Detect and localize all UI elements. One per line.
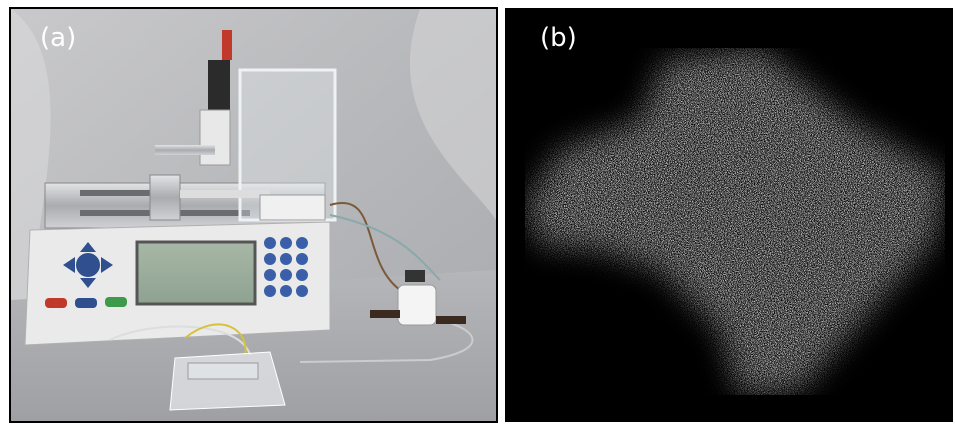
carriage	[150, 175, 180, 220]
key	[280, 269, 292, 281]
glass-slide	[170, 352, 285, 410]
key	[296, 269, 308, 281]
cable	[222, 30, 232, 60]
panel-label: (a)	[40, 23, 76, 53]
key	[264, 285, 276, 297]
valve-motor	[405, 270, 425, 282]
valve-fitting	[436, 316, 466, 324]
key	[296, 253, 308, 265]
page: (a) (b) (() => { const data = JSON.parse…	[0, 0, 955, 428]
key	[296, 237, 308, 249]
key	[280, 237, 292, 249]
start-button	[105, 297, 127, 307]
holder	[260, 195, 325, 220]
key	[280, 253, 292, 265]
key	[264, 237, 276, 249]
syringe	[180, 190, 270, 198]
valve-fitting	[370, 310, 400, 318]
key	[296, 285, 308, 297]
d-pad-center	[76, 253, 100, 277]
key	[280, 285, 292, 297]
z-stage	[200, 110, 230, 165]
panel-label: (b)	[540, 23, 577, 53]
motor	[208, 60, 230, 110]
syringe	[155, 145, 215, 155]
valve	[398, 285, 436, 325]
pause-button	[75, 298, 97, 308]
microchip	[188, 363, 258, 379]
figure: (a) (b)	[0, 0, 955, 428]
key	[264, 269, 276, 281]
panel-b: (b)	[505, 8, 953, 422]
key	[264, 253, 276, 265]
panel-a: (a)	[10, 8, 497, 422]
stop-button	[45, 298, 67, 308]
lcd-screen	[137, 242, 255, 304]
